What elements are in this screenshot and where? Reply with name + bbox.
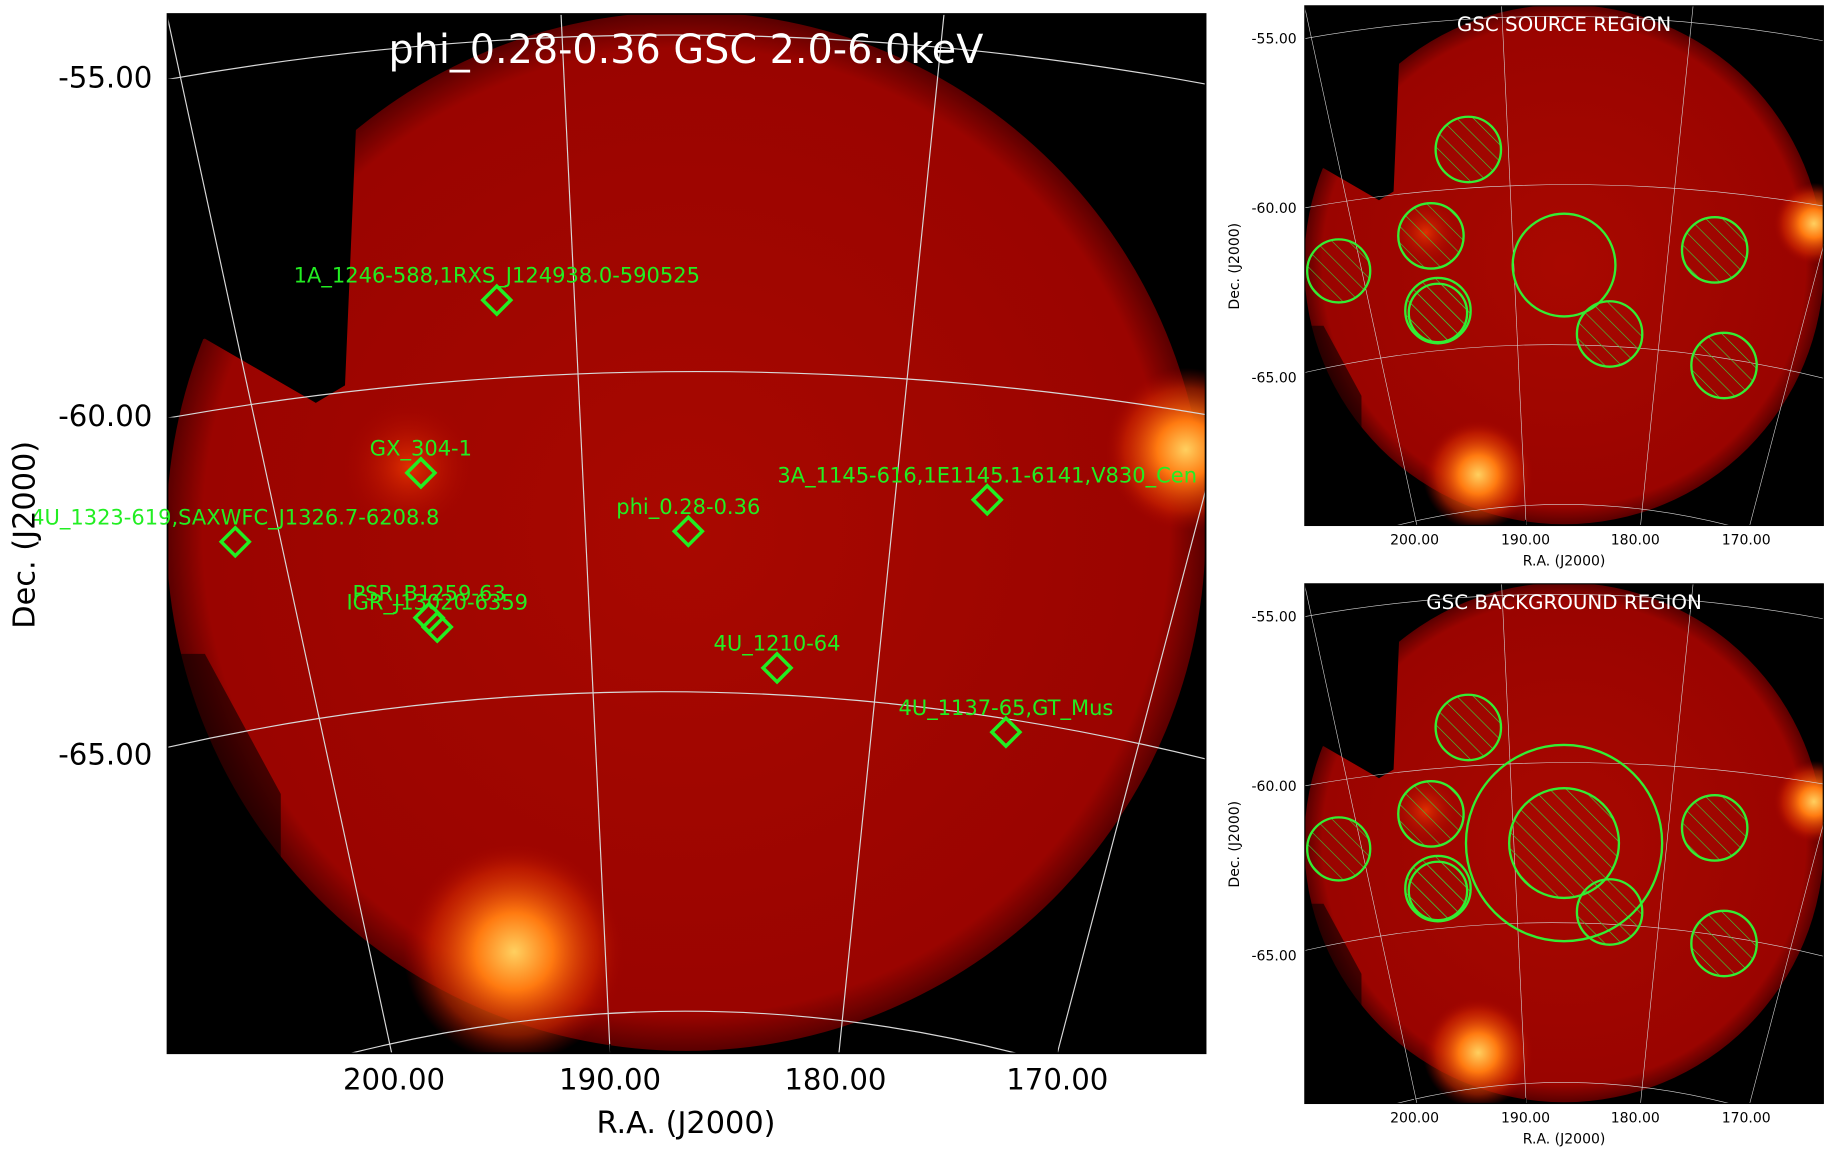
source-label: 1A_1246-588,1RXS_J124938.0-590525 — [294, 263, 700, 289]
x-axis-label: R.A. (J2000) — [596, 1106, 775, 1141]
source-marker — [480, 283, 514, 317]
source-label: phi_0.28-0.36 — [616, 494, 760, 520]
x-tick-label: 170.00 — [1006, 1062, 1108, 1096]
y-tick-label: -55.00 — [58, 60, 152, 94]
panel-title: phi_0.28-0.36 GSC 2.0-6.0keV — [389, 27, 984, 73]
x-tick-label: 190.00 — [1501, 533, 1550, 549]
y-tick-label: -55.00 — [1252, 610, 1297, 626]
x-tick-label: 190.00 — [1501, 1111, 1550, 1127]
regions — [1306, 115, 1758, 400]
y-tick-label: -55.00 — [1252, 32, 1297, 48]
y-tick-label: -60.00 — [1252, 201, 1297, 217]
y-tick-label: -65.00 — [1252, 370, 1297, 386]
y-tick-label: -65.00 — [1252, 948, 1297, 964]
frame — [1304, 5, 1824, 527]
sky-image — [166, 12, 1267, 1063]
y-axis-label: Dec. (J2000) — [1227, 801, 1243, 888]
x-tick-label: 190.00 — [559, 1062, 661, 1096]
y-tick-label: -60.00 — [1252, 779, 1297, 795]
x-tick-label: 170.00 — [1722, 1111, 1771, 1127]
x-tick-label: 200.00 — [343, 1062, 445, 1096]
source-marker — [989, 715, 1023, 749]
x-tick-label: 180.00 — [784, 1062, 886, 1096]
source-label: PSR_B1259-63 — [352, 580, 505, 606]
y-axis-label: Dec. (J2000) — [1227, 223, 1243, 310]
y-axis-label: Dec. (J2000) — [8, 441, 43, 629]
sky-image — [1304, 5, 1832, 530]
source-label: 4U_1323-619,SAXWFC_J1326.7-6208.8 — [31, 504, 439, 530]
x-tick-label: 180.00 — [1611, 1111, 1660, 1127]
source-marker — [671, 514, 705, 548]
panel-title: GSC SOURCE REGION — [1457, 13, 1671, 36]
x-axis-label: R.A. (J2000) — [1523, 554, 1606, 570]
source-marker — [404, 456, 438, 490]
x-tick-label: 180.00 — [1611, 533, 1660, 549]
source-label: IGR_J13020-6359 — [346, 590, 528, 616]
y-tick-label: -60.00 — [58, 399, 152, 433]
source-label: 4U_1137-65,GT_Mus — [898, 695, 1113, 721]
source-marker — [420, 610, 454, 644]
y-tick-label: -65.00 — [58, 738, 152, 772]
x-axis-label: R.A. (J2000) — [1523, 1132, 1606, 1148]
source-label: 3A_1145-616,1E1145.1-6141,V830_Cen — [777, 462, 1197, 488]
frame — [166, 13, 1207, 1055]
source-marker — [760, 651, 794, 685]
source-marker — [218, 525, 252, 559]
x-tick-label: 170.00 — [1722, 533, 1771, 549]
regions — [1306, 693, 1758, 978]
x-tick-label: 200.00 — [1390, 1111, 1439, 1127]
frame — [1304, 583, 1824, 1105]
panel-title: GSC BACKGROUND REGION — [1426, 591, 1702, 614]
source-label: 4U_1210-64 — [714, 631, 841, 657]
source-label: GX_304-1 — [370, 436, 472, 462]
source-marker — [970, 483, 1004, 517]
x-tick-label: 200.00 — [1390, 533, 1439, 549]
